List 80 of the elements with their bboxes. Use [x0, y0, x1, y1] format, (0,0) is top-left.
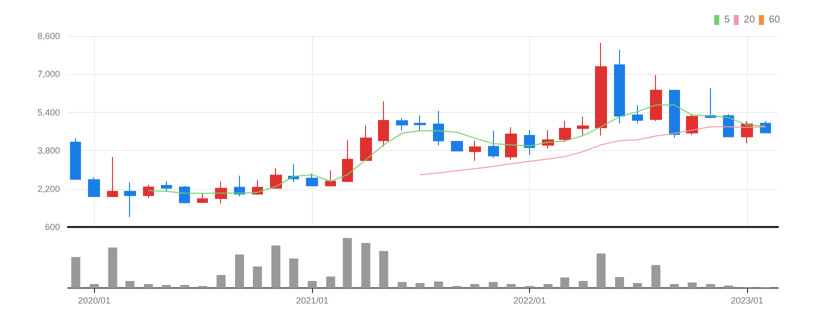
y-tick-label: 2,200	[37, 184, 60, 194]
bar	[560, 278, 570, 288]
candlestick	[360, 125, 372, 162]
x-tick-label: 2023/01	[730, 296, 764, 306]
bar	[216, 275, 226, 288]
candlestick	[614, 49, 625, 124]
bar	[125, 281, 134, 288]
y-tick-label: 5,400	[37, 107, 60, 118]
candlestick	[306, 173, 318, 186]
candlestick	[270, 168, 282, 190]
candlestick	[669, 90, 680, 138]
y-tick-label: 8,600	[37, 31, 60, 41]
candlestick	[325, 170, 336, 187]
candlestick	[197, 194, 208, 204]
bar	[252, 266, 262, 288]
candlestick	[650, 74, 662, 122]
bar	[90, 284, 99, 288]
candlestick	[107, 156, 118, 198]
line-series	[148, 104, 766, 194]
bar	[342, 238, 352, 288]
candlestick	[505, 126, 517, 160]
y-tick-label: 7,000	[37, 69, 60, 80]
x-tick-label: 2020/01	[78, 296, 110, 306]
bar	[416, 283, 425, 288]
candlestick	[451, 141, 463, 152]
bar	[180, 285, 190, 288]
bar	[688, 282, 697, 288]
bar	[578, 281, 588, 288]
y-tick-label: 600	[44, 222, 60, 232]
candlestick	[414, 115, 426, 131]
y-tick-label: 3,800	[37, 146, 60, 156]
candlestick	[686, 114, 698, 136]
bar	[470, 284, 480, 288]
bar	[289, 258, 298, 288]
legend-label: 20	[744, 14, 756, 26]
bar	[71, 257, 80, 288]
candlestick	[433, 110, 444, 146]
bar	[144, 284, 153, 288]
candlestick	[70, 138, 81, 180]
bar	[544, 284, 553, 288]
bar	[271, 246, 280, 288]
bar	[308, 281, 317, 288]
candlestick	[161, 180, 172, 192]
candlestick	[524, 130, 535, 156]
bar	[361, 243, 370, 288]
bar	[651, 265, 660, 288]
candlestick	[595, 42, 607, 136]
bar	[706, 284, 716, 288]
candlestick	[632, 104, 643, 124]
candlestick	[88, 176, 100, 198]
candlestick	[143, 184, 154, 199]
bar	[326, 276, 336, 288]
bar	[670, 284, 679, 288]
candlestick	[559, 120, 571, 143]
candlestick	[469, 140, 481, 162]
legend-label: 60	[768, 14, 780, 26]
candlestick	[179, 186, 190, 204]
bar	[596, 254, 606, 288]
bar	[632, 283, 642, 288]
candlestick	[378, 100, 389, 148]
bar	[615, 277, 624, 288]
bar	[434, 282, 443, 288]
bar	[162, 285, 171, 288]
bar	[235, 254, 244, 288]
candlestick	[396, 118, 408, 132]
candlestick	[488, 130, 499, 158]
candlestick	[124, 182, 136, 218]
bar	[398, 282, 407, 288]
line-series	[420, 126, 766, 176]
x-tick-label: 2022/01	[513, 296, 546, 306]
bar	[379, 251, 388, 288]
bar	[506, 284, 516, 288]
candlestick	[723, 114, 734, 138]
bar	[488, 282, 498, 288]
candlestick	[342, 139, 353, 183]
legend-label: 5	[724, 14, 730, 26]
candlestick	[215, 181, 227, 204]
bar	[108, 248, 118, 288]
candlestick	[577, 116, 589, 136]
x-tick-label: 2021/01	[296, 296, 328, 306]
